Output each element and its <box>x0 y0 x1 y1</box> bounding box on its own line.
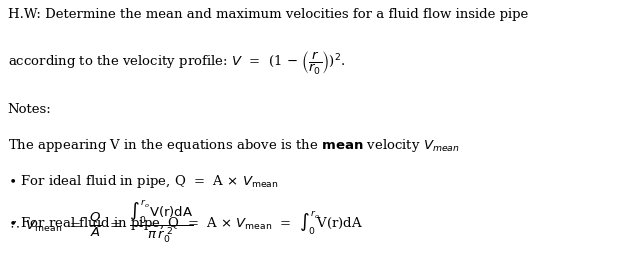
Text: $\bullet$ For real fluid in pipe, Q  =  A $\times$ $V_{\mathrm{mean}}$  =  $\int: $\bullet$ For real fluid in pipe, Q = A … <box>8 209 362 237</box>
Text: The appearing V in the equations above is the $\mathbf{mean}$ velocity $\mathit{: The appearing V in the equations above i… <box>8 137 459 154</box>
Text: $\bullet$ For ideal fluid in pipe, Q  =  A $\times$ $V_{\mathrm{mean}}$: $\bullet$ For ideal fluid in pipe, Q = A… <box>8 173 278 190</box>
Text: according to the velocity profile: $\mathit{V}$  =  (1 $-$ $\left(\dfrac{r}{r_0}: according to the velocity profile: $\mat… <box>8 49 345 76</box>
Text: H.W: Determine the mean and maximum velocities for a fluid flow inside pipe: H.W: Determine the mean and maximum velo… <box>8 8 528 21</box>
Text: Notes:: Notes: <box>8 103 51 116</box>
Text: $\therefore$ $V_{\mathrm{mean}}$  =  $\dfrac{Q}{A}$  =  $\dfrac{\int_0^{r_o}\mat: $\therefore$ $V_{\mathrm{mean}}$ = $\dfr… <box>8 199 193 245</box>
